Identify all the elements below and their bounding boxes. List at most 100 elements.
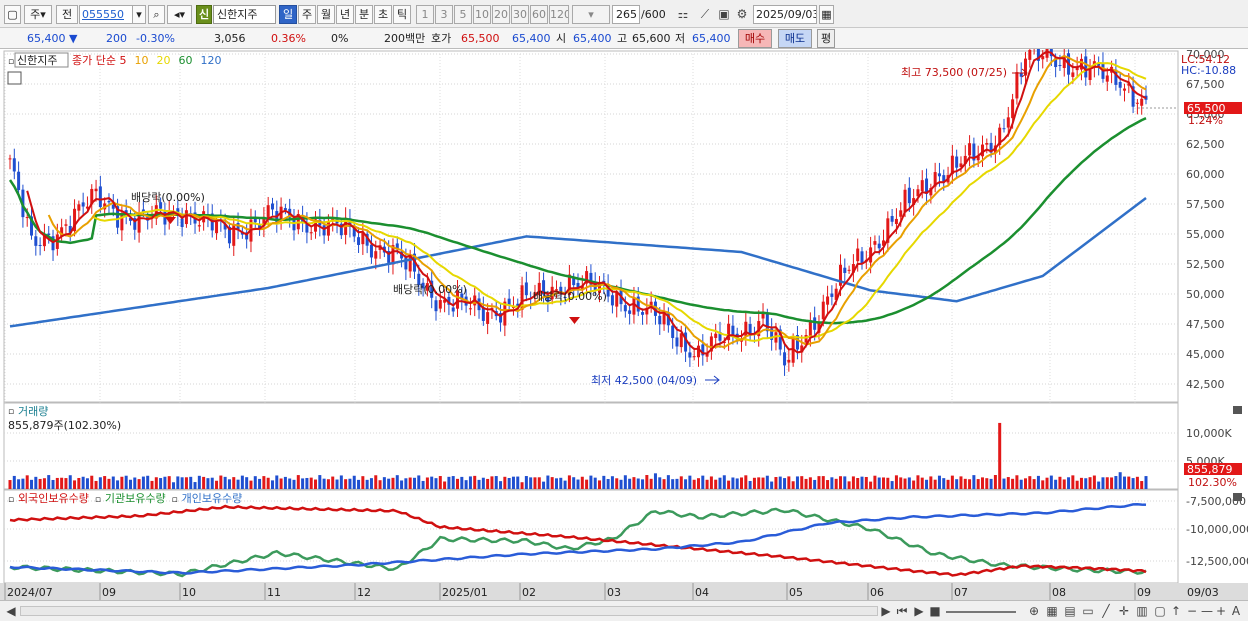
minute-tab-120[interactable]: 120 [549, 5, 569, 24]
market-select[interactable]: 주▾ [24, 5, 52, 24]
zoom-slider[interactable] [946, 611, 1016, 613]
volume-bar [288, 478, 292, 489]
period-tab-0[interactable]: 일 [279, 5, 297, 24]
candle-body [365, 233, 369, 246]
volume-bar [757, 477, 761, 489]
minute-tab-10[interactable]: 10 [473, 5, 491, 24]
grid-icon[interactable]: ▦ [1046, 604, 1058, 618]
table-icon[interactable]: ▤ [1064, 604, 1076, 618]
calc-icon[interactable] [7, 71, 22, 85]
line-icon[interactable]: ╱ [1102, 604, 1110, 618]
candle-body [258, 224, 262, 229]
volume-bar [589, 475, 593, 489]
volume-bar [641, 479, 645, 489]
candle-body [154, 205, 158, 219]
period-tab-5[interactable]: 초 [374, 5, 392, 24]
candle-body [223, 223, 227, 230]
volume-bar [8, 480, 12, 489]
minus-icon[interactable]: — [1201, 604, 1213, 618]
scroll-left-icon[interactable]: ◀ [6, 604, 16, 618]
candle-body [731, 325, 735, 336]
chart-area[interactable]: 최고 73,500 (07/25) 최저 42,500 (04/09) 배당락(0.… [0, 49, 1248, 600]
ma-legend-1: 10 [134, 54, 148, 67]
scroll-right-icon[interactable]: ▶ [881, 604, 891, 618]
candle-body [374, 251, 378, 259]
candle-body [856, 248, 860, 262]
x-axis-label: 09 [102, 586, 116, 599]
volume-bar [382, 477, 386, 489]
eval-button[interactable]: 평 [817, 29, 835, 48]
minute-tab-20[interactable]: 20 [492, 5, 510, 24]
search-icon[interactable]: ⌕ [148, 5, 165, 24]
volume-bar [322, 478, 326, 489]
volume-bar [64, 478, 68, 489]
zoom-in-icon[interactable]: + [1215, 604, 1227, 618]
draw-tool-icon[interactable]: ⟋ [700, 7, 710, 21]
pane-handle-icon: ▫ [8, 57, 14, 67]
save-icon[interactable]: ▣ [718, 7, 730, 21]
cross-icon[interactable]: ✛ [1118, 604, 1130, 618]
candle-body [322, 225, 326, 236]
stock-name-field[interactable]: 신한지주 [213, 5, 276, 24]
volume-bar [542, 481, 546, 489]
low-label: 저 [675, 32, 686, 45]
minute-tab-3[interactable]: 3 [435, 5, 453, 24]
credit-badge: 신 [196, 5, 212, 24]
stock-code-input[interactable]: 055550 [79, 5, 134, 24]
calendar-icon[interactable]: ▦ [819, 5, 834, 24]
text-size-icon[interactable]: A [1231, 604, 1241, 618]
gear-icon[interactable]: ⚙ [736, 7, 748, 21]
zoom-out-icon[interactable]: − [1186, 604, 1198, 618]
volume-bar [116, 480, 120, 489]
period-tab-6[interactable]: 틱 [393, 5, 411, 24]
volume-bar [636, 478, 640, 489]
period-tab-3[interactable]: 년 [336, 5, 354, 24]
bar-count-input[interactable]: 265 [612, 5, 640, 24]
window-menu-icon[interactable]: ▢ [4, 5, 21, 24]
volume-bar [602, 475, 606, 489]
window-icon[interactable]: ▢ [1154, 604, 1166, 618]
minute-tab-60[interactable]: 60 [530, 5, 548, 24]
buy-button[interactable]: 매수 [738, 29, 772, 48]
rewind-icon[interactable]: ⏮ [896, 604, 908, 618]
minute-tab-1[interactable]: 1 [416, 5, 434, 24]
candle-body [1127, 83, 1131, 86]
sound-icon[interactable]: ◂▾ [167, 5, 192, 24]
candle-body [503, 301, 507, 326]
minute-tab-5[interactable]: 5 [454, 5, 472, 24]
candle-body [623, 305, 627, 312]
pane-close-icon[interactable] [1233, 406, 1242, 414]
stop-icon[interactable]: ■ [929, 604, 941, 618]
period-tab-4[interactable]: 분 [355, 5, 373, 24]
zoom-icon[interactable]: ⊕ [1028, 604, 1040, 618]
horizontal-scrollbar[interactable] [20, 606, 878, 616]
period-tab-2[interactable]: 월 [317, 5, 335, 24]
note-icon[interactable]: ▭ [1082, 604, 1094, 618]
play-icon[interactable]: ▶ [914, 604, 924, 618]
volume-bar [227, 479, 231, 489]
sell-button[interactable]: 매도 [778, 29, 812, 48]
candle-body [137, 212, 141, 233]
unit-select[interactable]: ▾ [572, 5, 610, 24]
volume-bar [1058, 476, 1062, 489]
layout-icon[interactable]: ▥ [1136, 604, 1148, 618]
type-select[interactable]: 전 [56, 5, 78, 24]
minute-tab-30[interactable]: 30 [511, 5, 529, 24]
volume-bar [128, 479, 132, 489]
candle-body [17, 171, 21, 191]
candle-body [998, 127, 1002, 146]
date-input[interactable]: 2025/09/03 [753, 5, 817, 24]
arrow-up-icon[interactable]: ↑ [1170, 604, 1182, 618]
candle-type-icon[interactable]: ⚏ [677, 7, 689, 21]
pane-close-icon[interactable] [1233, 493, 1242, 501]
candle-body [85, 206, 89, 209]
high-label: 고 [617, 32, 628, 45]
candle-body [133, 218, 137, 230]
code-dropdown-icon[interactable]: ▾ [132, 5, 146, 24]
volume-bar [813, 479, 817, 489]
volume-bar [408, 477, 412, 489]
volume-bar [684, 479, 688, 489]
candle-body [516, 303, 520, 307]
candle-body [813, 317, 817, 330]
period-tab-1[interactable]: 주 [298, 5, 316, 24]
